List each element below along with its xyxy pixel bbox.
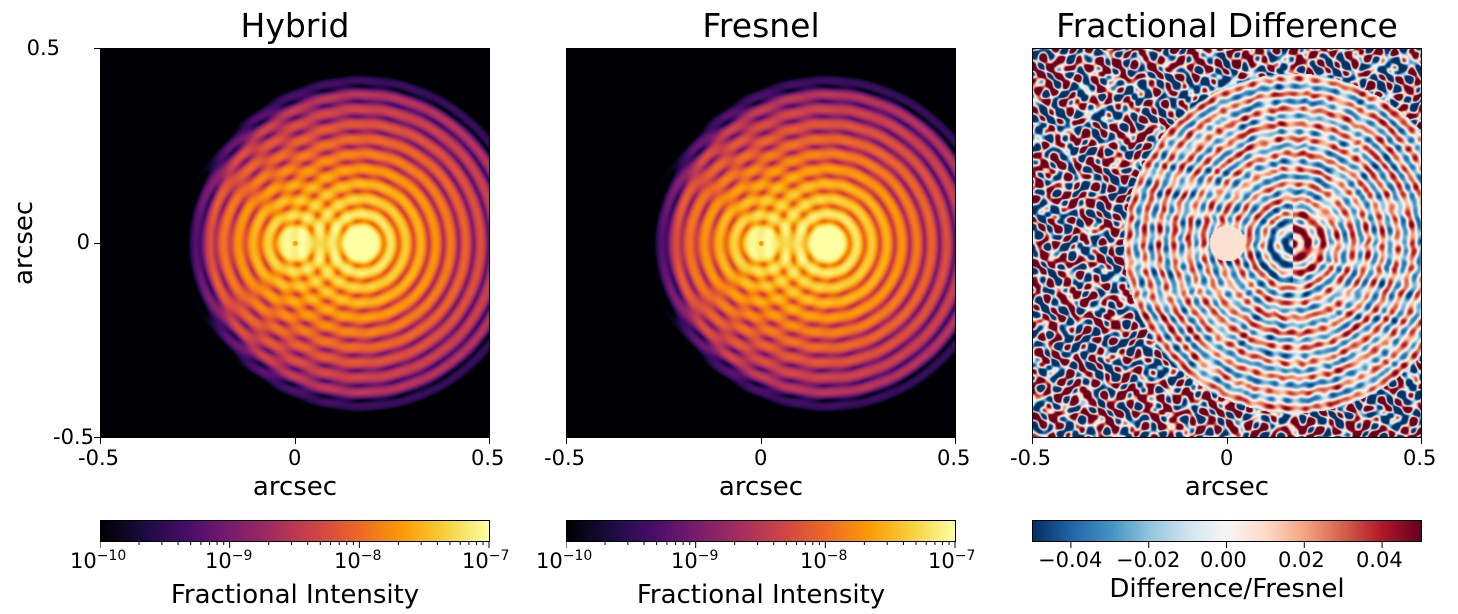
colorbar-fresnel [566, 520, 956, 542]
x-tick-left-3: -0.5 [1010, 446, 1051, 470]
panel-title-difference: Fractional Difference [1056, 6, 1398, 45]
x-tick-right-2: 0.5 [937, 446, 971, 470]
cb-tick-1e-8-a: 10−8 [334, 548, 382, 573]
y-tick-top: 0.5 [26, 36, 60, 60]
x-tick-left-1: -0.5 [78, 446, 119, 470]
x-axis-label-3: arcsec [1184, 472, 1270, 502]
cb-tick-1e-10-a: 10−10 [70, 548, 127, 573]
x-tickmark-left-1 [100, 438, 101, 444]
y-tick-mid: 0 [76, 230, 90, 254]
colorbar-label-hybrid: Fractional Intensity [170, 580, 420, 610]
cb-tick-1e-10-b: 10−10 [536, 548, 593, 573]
cb-tick-1e-9-a: 10−9 [205, 548, 253, 573]
cb-tick-000: 0.00 [1200, 548, 1247, 572]
x-tickmark-right-3 [1421, 438, 1422, 444]
x-tick-mid-1: 0 [288, 446, 302, 470]
cb-tick-004: 0.04 [1356, 548, 1403, 572]
cb-tick-m002: −0.02 [1116, 548, 1181, 572]
cb-tick-1e-7-b: 10−7 [928, 548, 976, 573]
y-tick-bottom: -0.5 [53, 425, 94, 449]
heatmap-canvas-difference [1033, 49, 1421, 437]
heatmap-fresnel [566, 48, 956, 438]
colorbar-canvas-hybrid [101, 521, 489, 541]
cb-tick-m004: −0.04 [1038, 548, 1103, 572]
heatmap-difference [1032, 48, 1422, 438]
colorbar-canvas-fresnel [567, 521, 955, 541]
x-tickmark-left-2 [566, 438, 567, 444]
colorbar-hybrid [100, 520, 490, 542]
x-tickmark-right-1 [489, 438, 490, 444]
colorbar-canvas-difference [1033, 521, 1421, 541]
y-tickmark-top [94, 48, 100, 49]
x-tick-right-3: 0.5 [1403, 446, 1437, 470]
y-tickmark-bottom [94, 437, 100, 438]
colorbar-ticks-fresnel [566, 541, 956, 548]
cb-tick-002: 0.02 [1278, 548, 1325, 572]
x-tickmark-mid-2 [761, 438, 762, 444]
x-tickmark-left-3 [1032, 438, 1033, 444]
cb-tick-1e-9-b: 10−9 [671, 548, 719, 573]
heatmap-canvas-hybrid [101, 49, 489, 437]
colorbar-label-difference: Difference/Fresnel [1109, 574, 1345, 604]
x-tickmark-right-2 [955, 438, 956, 444]
y-tickmark-mid [94, 243, 100, 244]
cb-tick-1e-7-a: 10−7 [462, 548, 510, 573]
x-tickmark-mid-1 [295, 438, 296, 444]
panel-title-fresnel: Fresnel [702, 6, 820, 45]
x-axis-label-1: arcsec [252, 472, 338, 502]
colorbar-label-fresnel: Fractional Intensity [636, 580, 886, 610]
colorbar-ticks-hybrid [100, 541, 490, 548]
colorbar-difference [1032, 520, 1422, 542]
x-tick-mid-3: 0 [1220, 446, 1234, 470]
x-axis-label-2: arcsec [718, 472, 804, 502]
heatmap-canvas-fresnel [567, 49, 955, 437]
heatmap-hybrid [100, 48, 490, 438]
colorbar-ticks-difference [1070, 541, 1383, 548]
x-tick-left-2: -0.5 [544, 446, 585, 470]
x-tickmark-mid-3 [1227, 438, 1228, 444]
y-axis-label: arcsec [9, 200, 39, 285]
x-tick-right-1: 0.5 [471, 446, 505, 470]
panel-title-hybrid: Hybrid [240, 6, 350, 45]
x-tick-mid-2: 0 [754, 446, 768, 470]
cb-tick-1e-8-b: 10−8 [800, 548, 848, 573]
